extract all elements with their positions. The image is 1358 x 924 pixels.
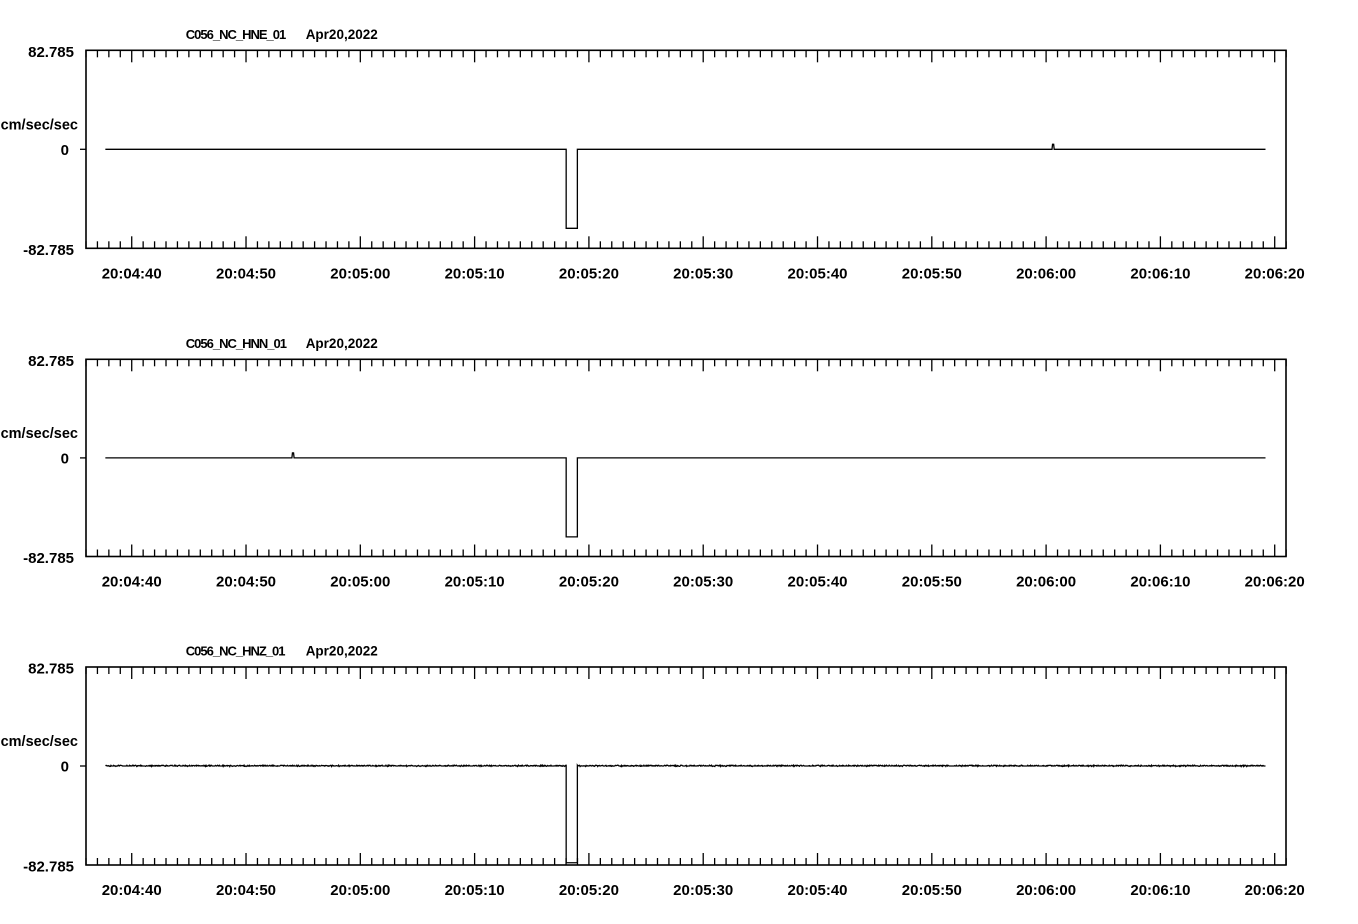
svg-text:20:05:40: 20:05:40 (787, 882, 847, 899)
svg-text:20:04:40: 20:04:40 (102, 265, 162, 282)
svg-text:0: 0 (61, 759, 69, 776)
svg-text:20:05:30: 20:05:30 (673, 574, 733, 591)
svg-text:20:05:00: 20:05:00 (330, 882, 390, 899)
svg-text:-82.785: -82.785 (23, 242, 74, 259)
svg-text:20:04:40: 20:04:40 (102, 882, 162, 899)
svg-text:20:05:40: 20:05:40 (787, 265, 847, 282)
svg-text:20:06:00: 20:06:00 (1016, 882, 1076, 899)
svg-text:82.785: 82.785 (28, 353, 74, 370)
svg-text:20:06:10: 20:06:10 (1130, 574, 1190, 591)
svg-text:C056_NC_HNZ_01: C056_NC_HNZ_01 (186, 644, 285, 659)
svg-text:20:05:50: 20:05:50 (902, 265, 962, 282)
svg-text:Apr20,2022: Apr20,2022 (306, 27, 378, 42)
svg-text:20:06:20: 20:06:20 (1245, 574, 1305, 591)
svg-text:20:05:10: 20:05:10 (445, 882, 505, 899)
svg-text:20:05:50: 20:05:50 (902, 574, 962, 591)
svg-text:20:05:40: 20:05:40 (787, 574, 847, 591)
svg-text:20:05:00: 20:05:00 (330, 574, 390, 591)
svg-text:20:05:00: 20:05:00 (330, 265, 390, 282)
svg-text:cm/sec/sec: cm/sec/sec (1, 117, 78, 133)
svg-text:20:05:20: 20:05:20 (559, 574, 619, 591)
svg-text:20:06:20: 20:06:20 (1245, 265, 1305, 282)
svg-text:82.785: 82.785 (28, 44, 74, 61)
svg-text:C056_NC_HNE_01: C056_NC_HNE_01 (186, 27, 286, 42)
svg-text:20:04:40: 20:04:40 (102, 574, 162, 591)
svg-text:20:06:10: 20:06:10 (1130, 265, 1190, 282)
svg-text:20:05:10: 20:05:10 (445, 265, 505, 282)
svg-text:20:05:30: 20:05:30 (673, 882, 733, 899)
svg-text:cm/sec/sec: cm/sec/sec (1, 734, 78, 750)
svg-text:-82.785: -82.785 (23, 859, 74, 876)
svg-text:20:06:00: 20:06:00 (1016, 574, 1076, 591)
svg-text:0: 0 (61, 450, 69, 467)
svg-text:20:05:30: 20:05:30 (673, 265, 733, 282)
svg-text:20:06:00: 20:06:00 (1016, 265, 1076, 282)
svg-text:20:04:50: 20:04:50 (216, 574, 276, 591)
svg-text:Apr20,2022: Apr20,2022 (306, 644, 378, 659)
svg-text:20:04:50: 20:04:50 (216, 882, 276, 899)
svg-text:Apr20,2022: Apr20,2022 (306, 336, 378, 351)
svg-text:-82.785: -82.785 (23, 550, 74, 567)
svg-text:cm/sec/sec: cm/sec/sec (1, 426, 78, 442)
svg-text:20:04:50: 20:04:50 (216, 265, 276, 282)
svg-text:20:05:20: 20:05:20 (559, 882, 619, 899)
svg-text:C056_NC_HNN_01: C056_NC_HNN_01 (186, 336, 287, 351)
svg-text:20:05:50: 20:05:50 (902, 882, 962, 899)
svg-text:20:05:20: 20:05:20 (559, 265, 619, 282)
svg-text:82.785: 82.785 (28, 661, 74, 678)
svg-text:20:05:10: 20:05:10 (445, 574, 505, 591)
svg-text:0: 0 (61, 142, 69, 159)
svg-text:20:06:20: 20:06:20 (1245, 882, 1305, 899)
svg-text:20:06:10: 20:06:10 (1130, 882, 1190, 899)
